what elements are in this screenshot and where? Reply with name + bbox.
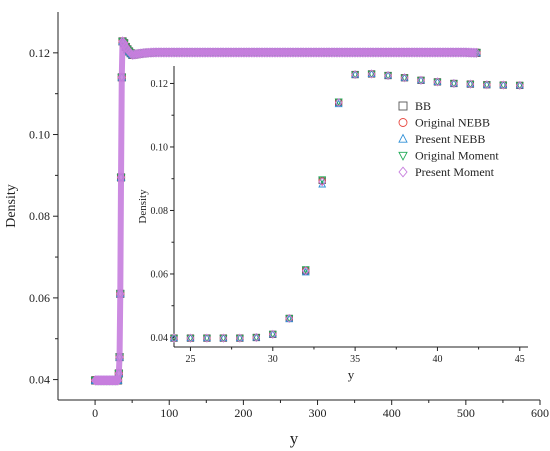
inset-data-points	[170, 69, 524, 343]
inset-point	[466, 79, 475, 89]
inset-point	[219, 335, 228, 343]
main-y-tick-label: 0.08	[29, 209, 50, 223]
inset-x-tick-label: 25	[185, 354, 195, 365]
inset-point	[384, 72, 392, 81]
legend-label: Original NEBB	[415, 116, 490, 130]
inset-point	[202, 335, 211, 343]
legend-marker	[398, 118, 408, 127]
inset-point	[515, 80, 524, 90]
main-y-tick-label: 0.12	[29, 46, 50, 60]
inset-x-axis-label: y	[348, 367, 355, 382]
inset-point	[268, 330, 277, 339]
inset-point	[351, 70, 359, 80]
inset-y-axis-label: Density	[137, 189, 149, 224]
inset-point	[499, 80, 508, 90]
inset-point	[417, 77, 425, 85]
legend-label: Original Moment	[415, 149, 499, 163]
inset-point	[203, 333, 211, 343]
inset-y-tick-label: 0.06	[151, 269, 169, 280]
inset-y-tick-label: 0.08	[151, 206, 169, 217]
inset-background	[174, 66, 528, 347]
legend-label: Present Moment	[415, 165, 495, 179]
inset-x-tick-label: 35	[350, 354, 360, 365]
inset-point	[186, 333, 195, 343]
inset-point	[351, 71, 360, 80]
inset-point	[235, 335, 244, 343]
inset-point	[450, 78, 458, 89]
inset-point	[499, 82, 508, 90]
main-data-points	[90, 36, 481, 386]
legend-label: Present NEBB	[415, 132, 485, 146]
inset-point	[482, 81, 491, 90]
inset-point	[483, 80, 491, 90]
inset-point	[252, 334, 261, 342]
inset-point	[466, 81, 475, 89]
inset-point	[417, 75, 425, 85]
inset-point	[334, 97, 343, 108]
inset-y-tick-label: 0.10	[151, 142, 169, 153]
inset-point	[269, 329, 277, 339]
inset-y-tick-label: 0.12	[151, 79, 169, 90]
inset-y-tick-label: 0.04	[151, 333, 169, 344]
inset-x-tick-label: 40	[432, 354, 442, 365]
inset-plot: 25 30 35 40 45 0.04 0.06 0.08 0.10 0.12 y Density	[137, 66, 528, 382]
inset-point	[236, 333, 244, 343]
inset-point	[515, 82, 524, 90]
main-y-axis-label: Density	[4, 184, 19, 228]
inset-point	[301, 266, 310, 276]
main-y-tick-label: 0.10	[29, 128, 50, 142]
inset-point	[449, 80, 458, 88]
inset-point	[367, 70, 376, 79]
main-x-tick-label: 100	[160, 406, 178, 420]
main-x-tick-label: 0	[92, 406, 98, 420]
legend-label: BB	[415, 99, 431, 113]
inset-point	[318, 177, 326, 187]
inset-point	[186, 335, 195, 343]
main-x-tick-label: 200	[234, 406, 252, 420]
inset-point	[219, 333, 228, 343]
legend-marker	[398, 101, 408, 111]
main-y-tick-label: 0.06	[29, 291, 50, 305]
legend-marker	[398, 151, 408, 161]
main-y-tick-label: 0.04	[29, 373, 50, 387]
main-x-tick-label: 400	[383, 406, 401, 420]
inset-point	[285, 315, 294, 323]
legend-marker	[398, 166, 408, 178]
inset-x-tick-label: 30	[268, 354, 278, 365]
inset-x-tick-label: 45	[515, 354, 525, 365]
inset-point	[400, 74, 409, 83]
main-x-tick-label: 500	[457, 406, 475, 420]
main-plot: 0 100 200 300 400 500 600 0.04 0.06 0.08 0.10 0.12 y…	[4, 12, 549, 448]
inset-point	[170, 333, 178, 343]
main-series-band	[92, 38, 478, 384]
inset-point	[252, 332, 261, 343]
main-x-tick-label: 300	[309, 406, 327, 420]
inset-point	[285, 313, 294, 323]
inset-point	[433, 77, 442, 87]
inset-point	[384, 70, 392, 81]
legend: BB Original NEBB Present NEBB Original Mome…	[398, 99, 499, 179]
main-x-axis-label: y	[290, 429, 299, 448]
main-x-tick-label: 600	[531, 406, 549, 420]
inset-point	[367, 69, 376, 79]
inset-point	[170, 335, 178, 343]
inset-point	[400, 73, 409, 83]
legend-marker	[398, 133, 408, 143]
inset-point	[433, 78, 442, 87]
